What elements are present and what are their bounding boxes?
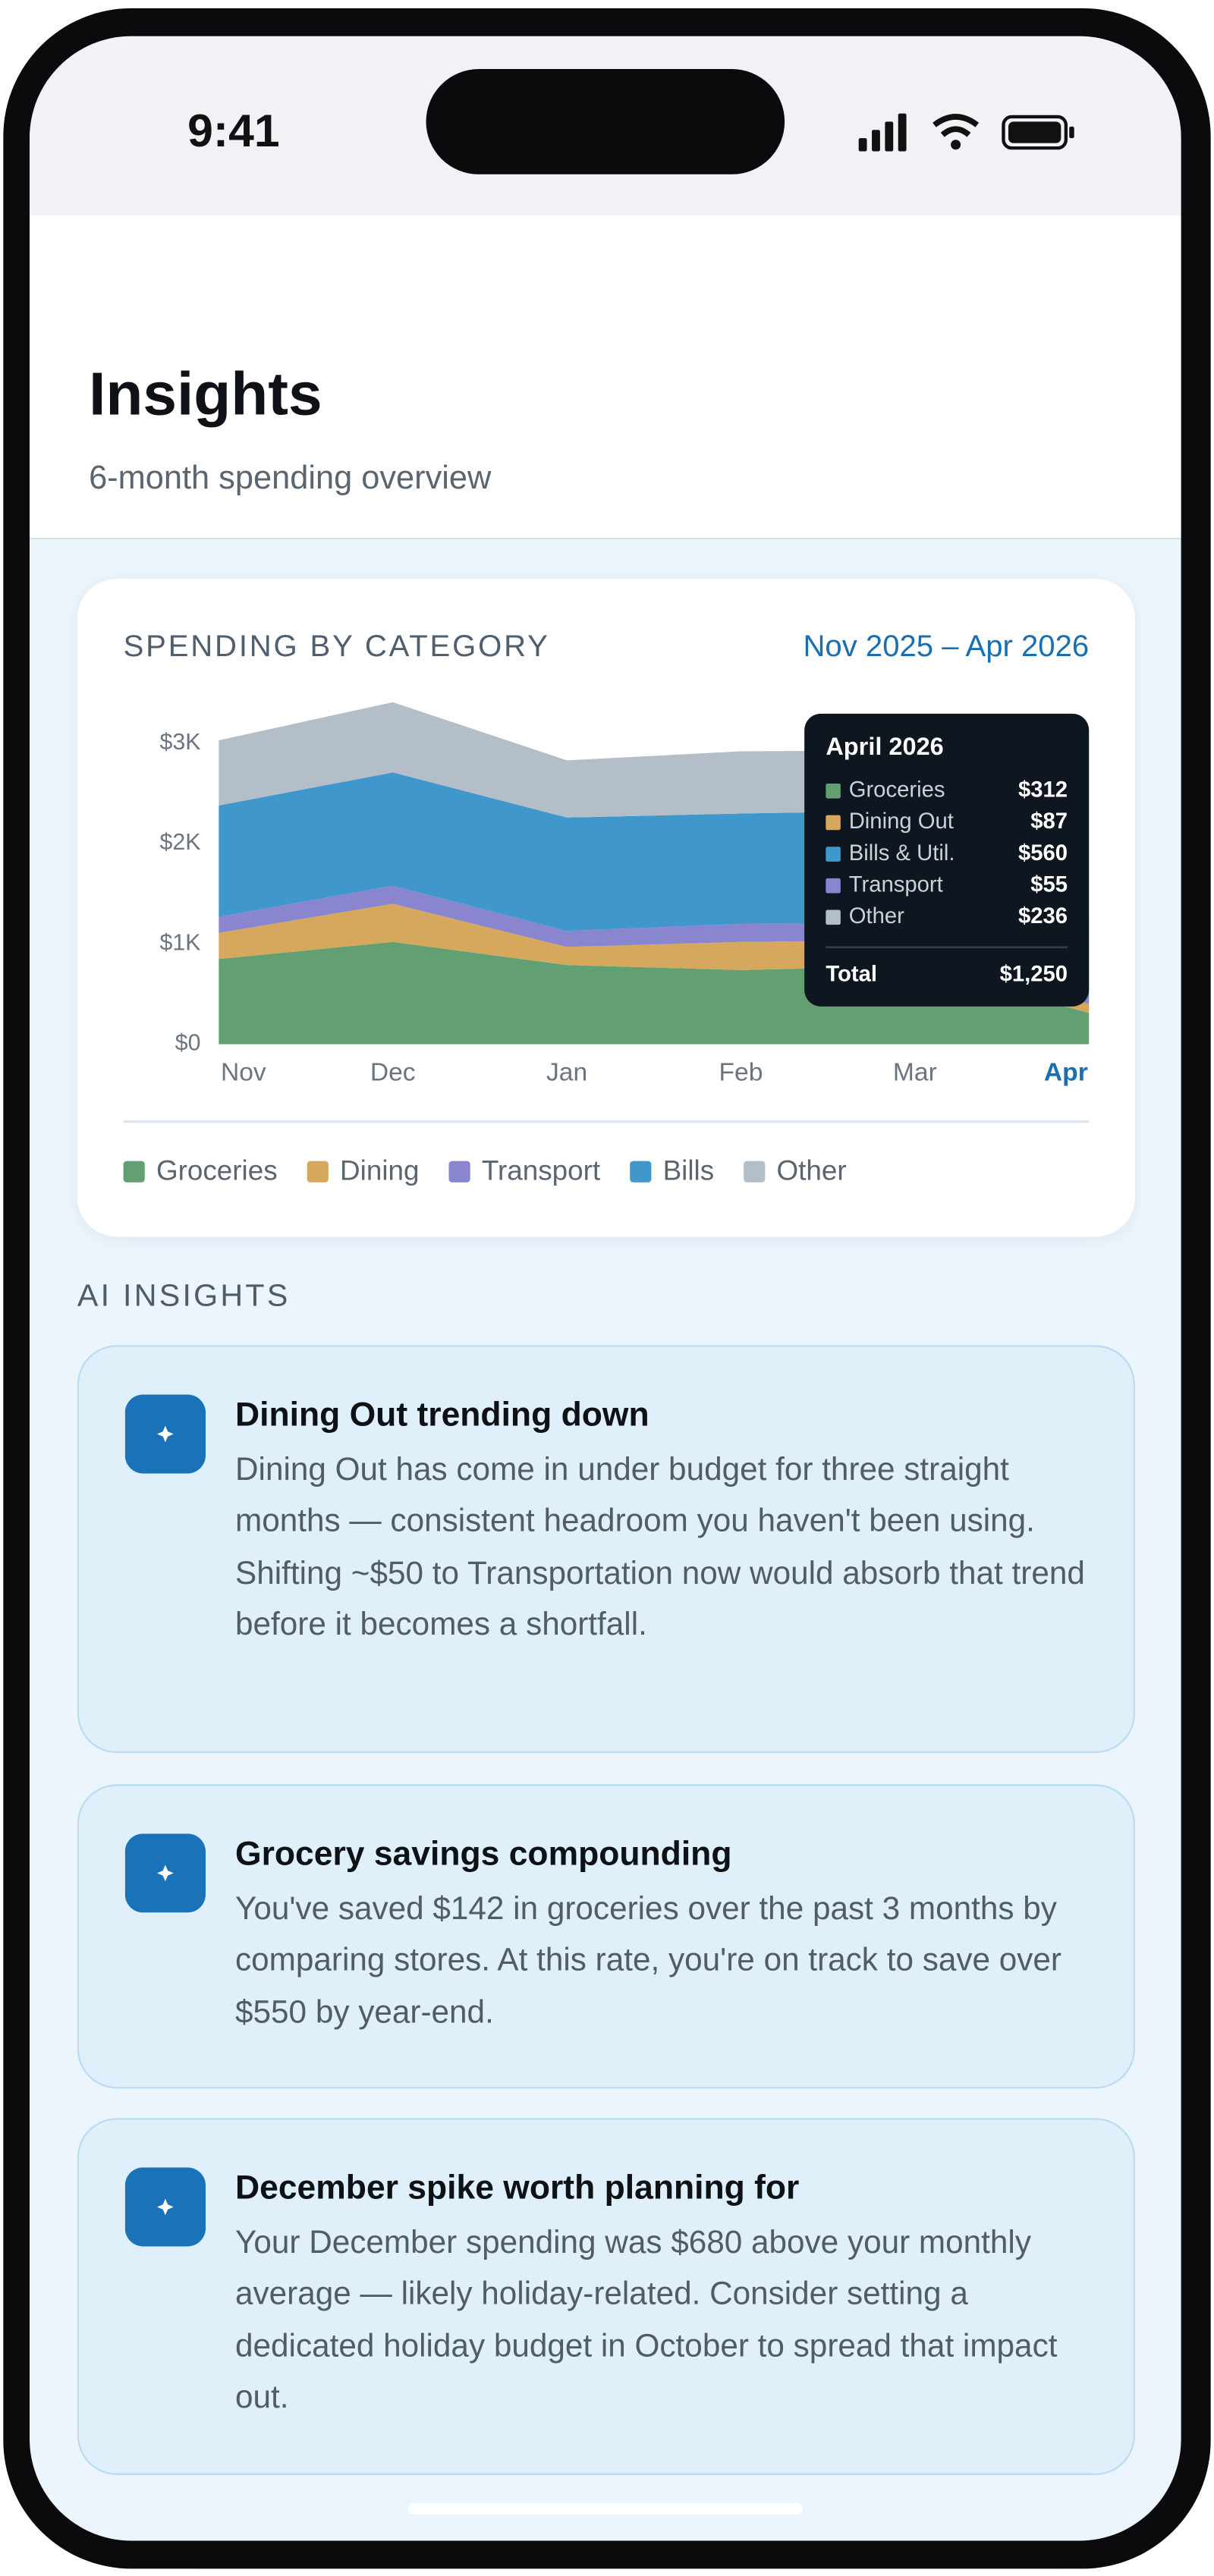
legend-swatch (630, 1161, 652, 1183)
status-icons (858, 113, 1074, 152)
home-indicator (407, 2502, 803, 2515)
page-title: Insights (89, 360, 322, 428)
tooltip-label: Bills & Util. (849, 841, 955, 865)
legend-label: Bills (663, 1155, 715, 1186)
tooltip-total-label: Total (826, 962, 877, 986)
dynamic-island (426, 69, 785, 174)
tooltip-swatch (826, 909, 841, 925)
tooltip-swatch (826, 815, 841, 831)
tooltip (804, 713, 1090, 1007)
insight-title: Dining Out trending down (235, 1396, 649, 1434)
tooltip-swatch (826, 847, 841, 862)
insight-card: Grocery savings compounding You've saved… (77, 1784, 1135, 2089)
legend-swatch (307, 1161, 329, 1183)
tooltip-swatch (826, 878, 841, 894)
chart-title: SPENDING BY CATEGORY (124, 630, 550, 663)
y-tick-label: $0 (175, 1031, 201, 1056)
legend-label: Dining (340, 1155, 419, 1186)
tooltip-label: Other (849, 904, 904, 928)
insight-body: Your December spending was $680 above yo… (235, 2225, 1058, 2417)
insight-card: Dining Out trending down Dining Out has … (77, 1345, 1135, 1754)
tooltip-label: Transport (849, 872, 943, 897)
legend-label: Groceries (156, 1155, 278, 1186)
insight-icon (124, 1394, 206, 1474)
legend-swatch (448, 1161, 470, 1183)
tooltip-value: $560 (1018, 841, 1068, 865)
tooltip-value: $312 (1018, 778, 1068, 803)
header: Insights 6-month spending overview (30, 215, 1181, 540)
legend-swatch (123, 1161, 145, 1183)
status-bar: 9:41 (30, 36, 1181, 216)
tooltip-value: $236 (1018, 904, 1068, 928)
insight-title: Grocery savings compounding (235, 1835, 732, 1874)
insight-icon (124, 1833, 206, 1913)
tooltip-swatch (826, 784, 841, 799)
area (219, 903, 1090, 1013)
x-tick-label: Jan (546, 1059, 587, 1087)
insight-card: December spike worth planning for Your D… (77, 2118, 1135, 2475)
legend-swatch (744, 1161, 766, 1183)
status-time: 9:41 (187, 105, 280, 156)
insight-body: Dining Out has come in under budget for … (235, 1452, 1085, 1644)
page-subtitle: 6-month spending overview (89, 460, 492, 497)
tooltip-value: $87 (1030, 809, 1068, 834)
legend-label: Other (777, 1155, 847, 1186)
tooltip-total-value: $1,250 (1000, 962, 1068, 986)
x-tick-label: Feb (719, 1059, 763, 1087)
tooltip-title: April 2026 (826, 733, 943, 760)
legend-label: Transport (482, 1155, 600, 1186)
y-tick-label: $2K (159, 830, 200, 855)
tooltip-label: Groceries (849, 778, 945, 803)
tooltip-label: Dining Out (849, 809, 954, 834)
x-tick-label: Mar (893, 1059, 937, 1087)
y-tick-label: $1K (159, 930, 200, 955)
section-title: AI INSIGHTS (77, 1279, 291, 1315)
x-tick-label: Nov (221, 1059, 266, 1087)
insight-title: December spike worth planning for (235, 2169, 800, 2207)
date-range: Nov 2025 – Apr 2026 (803, 630, 1089, 663)
y-tick-label: $3K (159, 730, 200, 755)
x-tick-label: Apr (1044, 1059, 1088, 1087)
screen: 9:41 Insights 6-month spending overview … (30, 36, 1181, 2541)
tooltip-value: $55 (1030, 872, 1068, 897)
chart-card: SPENDING BY CATEGORY Nov 2025 – Apr 2026… (77, 579, 1135, 1237)
chart: SPENDING BY CATEGORY Nov 2025 – Apr 2026… (123, 630, 1090, 1186)
insight-icon (124, 2167, 206, 2247)
insight-body: You've saved $142 in groceries over the … (235, 1891, 1062, 2031)
x-tick-label: Dec (370, 1059, 416, 1087)
